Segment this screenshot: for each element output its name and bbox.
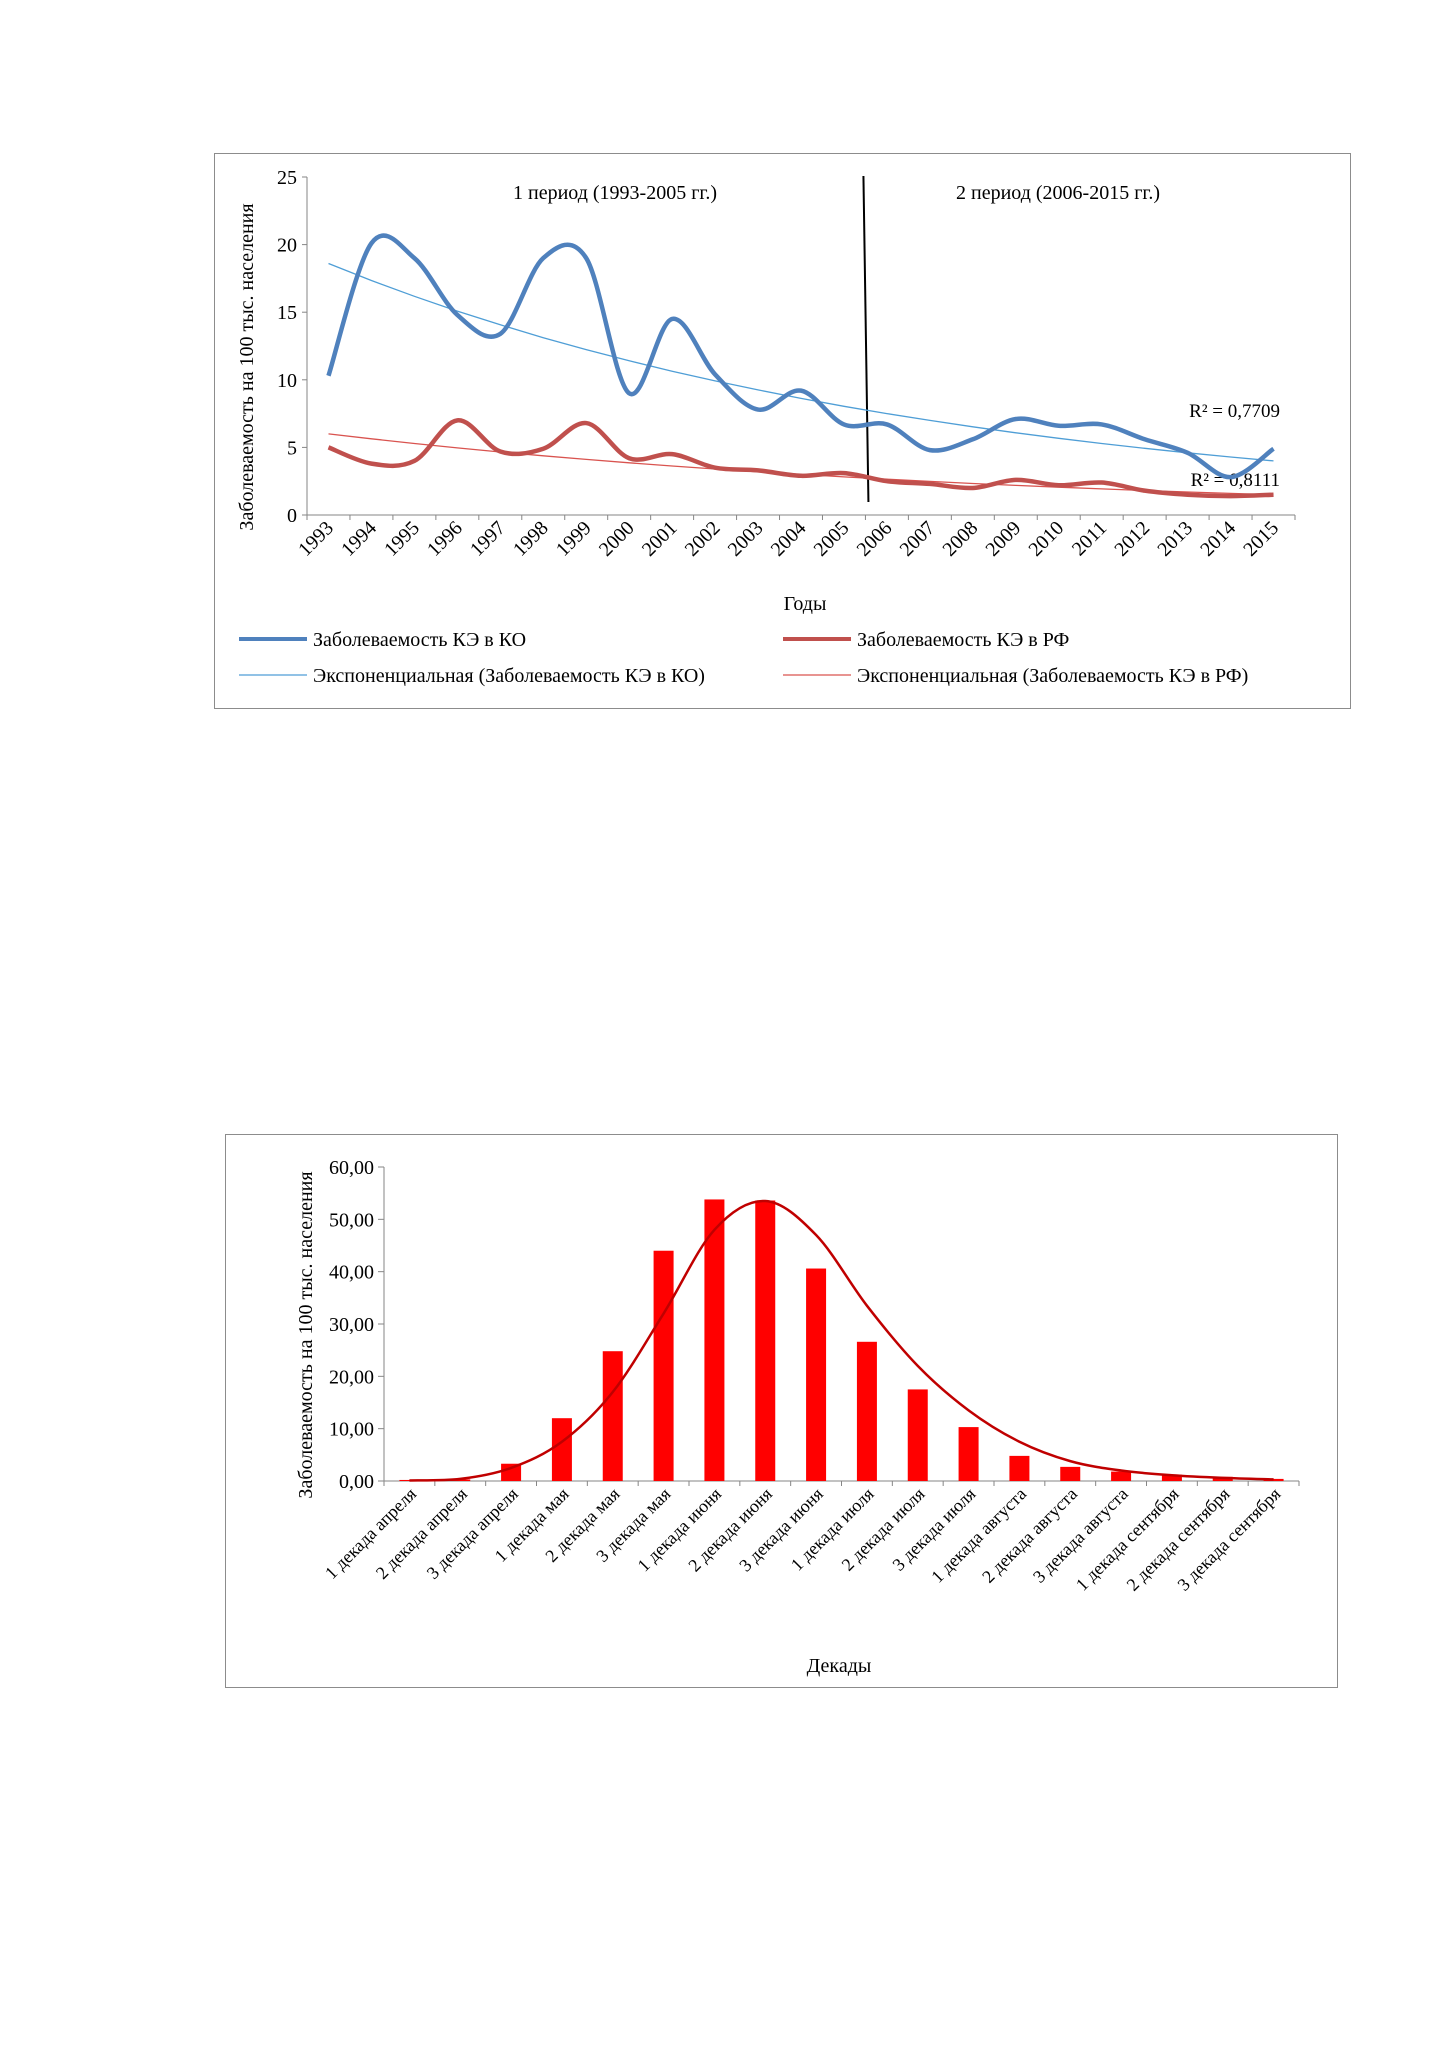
trendline-ko (328, 262, 1274, 462)
x-tick-label: 2010 (1024, 517, 1068, 561)
y-tick-label: 10 (277, 370, 297, 392)
x-tick-label: 2004 (767, 517, 811, 561)
y-tick-label: 25 (277, 167, 297, 189)
bar (907, 1389, 928, 1481)
y-tick-label: 10,00 (329, 1419, 374, 1441)
legend-label-ko: Заболеваемость КЭ в КО (313, 629, 526, 651)
x-tick-label: 1998 (509, 517, 553, 561)
chart-incidence-by-year-svg: Заболеваемость на 100 тыс. населения Год… (236, 167, 1296, 687)
bar (653, 1250, 674, 1481)
x-tick-label: 2002 (681, 517, 725, 561)
bar (755, 1200, 776, 1481)
x-tick-label: 2006 (853, 517, 897, 561)
x-tick-label: 1995 (380, 517, 424, 561)
bar (1009, 1455, 1030, 1481)
x-tick-label: 2012 (1110, 517, 1154, 561)
chart-incidence-by-decade: Заболеваемость на 100 тыс. населения Дек… (225, 1134, 1338, 1688)
x-tick-label: 1993 (294, 517, 338, 561)
x-tick-label: 3 декада апреля (423, 1484, 522, 1583)
series-line-ko (326, 233, 1275, 480)
bar (1161, 1474, 1182, 1481)
legend-label-rf: Заболеваемость КЭ в РФ (857, 629, 1069, 651)
bar (806, 1268, 827, 1481)
period-1-label: 1 период (1993-2005 гг.) (513, 182, 717, 204)
legend-label-trend-ko: Экспоненциальная (Заболеваемость КЭ в КО… (313, 665, 705, 687)
y-tick-label: 15 (277, 302, 297, 324)
x-tick-label: 2005 (810, 517, 854, 561)
distribution-curve (409, 1199, 1274, 1482)
r2-label-rf: R² = 0,8111 (1191, 470, 1280, 491)
x-tick-label: 1997 (466, 517, 510, 561)
x-tick-label: 2007 (896, 517, 940, 561)
x-tick-label: 2011 (1068, 517, 1111, 560)
bar (1111, 1471, 1132, 1481)
x-axis-title: Годы (784, 593, 827, 615)
x-tick-label: 1996 (423, 517, 467, 561)
y-tick-label: 0,00 (339, 1471, 374, 1493)
legend-label-trend-rf: Экспоненциальная (Заболеваемость КЭ в РФ… (857, 665, 1248, 687)
y-tick-label: 0 (287, 505, 297, 527)
y-axis-title: Заболеваемость на 100 тыс. населения (236, 203, 258, 530)
y-axis-title: Заболеваемость на 100 тыс. населения (295, 1171, 317, 1498)
y-tick-label: 60,00 (329, 1157, 374, 1179)
y-tick-label: 20,00 (329, 1366, 374, 1388)
y-tick-label: 40,00 (329, 1262, 374, 1284)
series-line-rf (327, 418, 1274, 499)
x-tick-label: 2008 (939, 517, 983, 561)
x-tick-label: 2001 (638, 517, 682, 561)
chart-incidence-by-decade-svg: Заболеваемость на 100 тыс. населения Дек… (295, 1157, 1300, 1677)
bar (602, 1351, 623, 1481)
x-tick-label: 2014 (1196, 517, 1240, 561)
bar (551, 1418, 572, 1481)
x-tick-label: 2009 (981, 517, 1025, 561)
x-tick-label: 2 декада апреля (372, 1484, 471, 1583)
x-axis-title: Декады (807, 1655, 872, 1677)
legend: Заболеваемость КЭ в КО Заболеваемость КЭ… (239, 629, 1248, 687)
x-tick-label: 2013 (1153, 517, 1197, 561)
y-tick-label: 20 (277, 235, 297, 257)
period-2-label: 2 период (2006-2015 гг.) (956, 182, 1160, 204)
x-tick-label: 1999 (552, 517, 596, 561)
bar (1060, 1466, 1081, 1481)
x-tick-label: 2000 (595, 517, 639, 561)
chart-incidence-by-year: Заболеваемость на 100 тыс. населения Год… (214, 153, 1351, 709)
bar (856, 1341, 877, 1481)
period-divider (862, 175, 870, 503)
bar (958, 1427, 979, 1481)
bar (450, 1479, 471, 1481)
trendline-rf (328, 433, 1274, 496)
y-tick-label: 30,00 (329, 1314, 374, 1336)
y-tick-label: 5 (287, 437, 297, 459)
bar (501, 1463, 522, 1481)
y-tick-label: 50,00 (329, 1209, 374, 1231)
x-tick-label: 1994 (337, 517, 381, 561)
bar (704, 1199, 725, 1481)
bar (1263, 1478, 1284, 1481)
x-tick-label: 1 декада апреля (321, 1484, 420, 1583)
x-tick-label: 2003 (724, 517, 768, 561)
r2-label-ko: R² = 0,7709 (1189, 401, 1280, 422)
x-tick-label: 2015 (1239, 517, 1283, 561)
